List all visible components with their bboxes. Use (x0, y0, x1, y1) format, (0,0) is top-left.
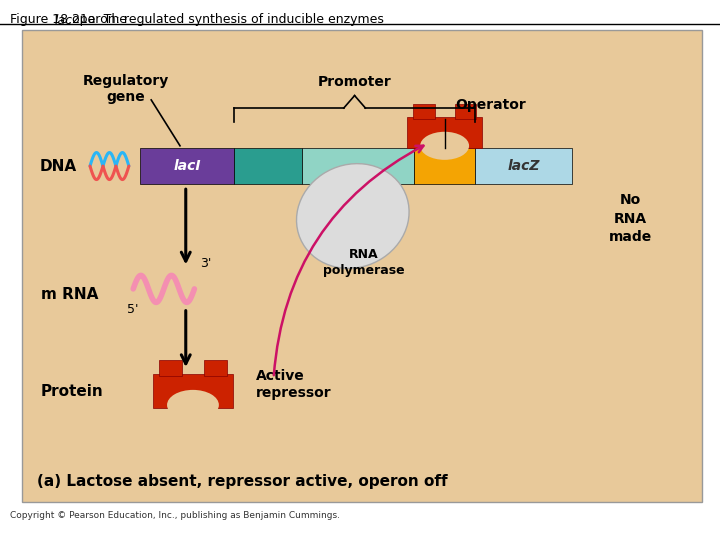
Text: Regulatory
gene: Regulatory gene (83, 74, 169, 104)
Ellipse shape (167, 390, 219, 420)
Text: lacI: lacI (174, 159, 201, 173)
Text: Copyright © Pearson Education, Inc., publishing as Benjamin Cummings.: Copyright © Pearson Education, Inc., pub… (10, 511, 340, 520)
FancyBboxPatch shape (414, 148, 475, 184)
FancyBboxPatch shape (234, 148, 302, 184)
Ellipse shape (420, 132, 469, 160)
Text: 5': 5' (127, 303, 139, 316)
Text: Protein: Protein (41, 384, 104, 399)
Text: (a) Lactose absent, repressor active, operon off: (a) Lactose absent, repressor active, op… (37, 474, 448, 489)
Text: m RNA: m RNA (41, 287, 99, 302)
Text: No
RNA
made: No RNA made (608, 193, 652, 244)
Text: 3': 3' (200, 257, 212, 270)
FancyBboxPatch shape (153, 374, 233, 408)
FancyBboxPatch shape (204, 360, 227, 376)
FancyBboxPatch shape (140, 148, 234, 184)
Text: Active
repressor: Active repressor (256, 369, 331, 400)
Text: Operator: Operator (456, 98, 526, 112)
Text: Promoter: Promoter (318, 75, 392, 89)
FancyBboxPatch shape (302, 148, 414, 184)
Text: lac: lac (55, 14, 73, 26)
FancyBboxPatch shape (475, 148, 572, 184)
Text: Figure 18.21a  The: Figure 18.21a The (10, 14, 131, 26)
FancyBboxPatch shape (159, 360, 182, 376)
FancyBboxPatch shape (22, 30, 702, 502)
FancyBboxPatch shape (455, 104, 477, 119)
FancyBboxPatch shape (413, 104, 434, 119)
FancyBboxPatch shape (407, 117, 482, 148)
Text: operon: regulated synthesis of inducible enzymes: operon: regulated synthesis of inducible… (68, 14, 384, 26)
Text: lacZ: lacZ (508, 159, 540, 173)
Ellipse shape (297, 164, 409, 268)
Text: RNA
polymerase: RNA polymerase (323, 248, 405, 278)
Text: DNA: DNA (40, 159, 77, 173)
